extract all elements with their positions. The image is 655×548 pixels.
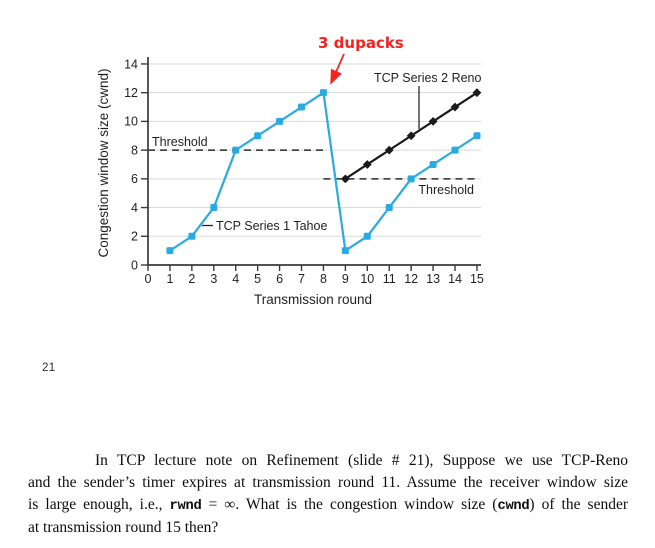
question-text-segment: at transmission round 15 then?	[28, 519, 219, 537]
tahoe-marker	[451, 146, 459, 154]
x-tick-label: 7	[298, 272, 305, 286]
x-tick-label: 11	[383, 272, 396, 286]
tahoe-marker	[298, 103, 306, 111]
tahoe-marker	[407, 175, 415, 183]
threshold-label-1: Threshold	[152, 135, 208, 149]
tahoe-marker	[232, 146, 240, 154]
tcp-cwnd-chart: 0 2 4 6 8 10 12 14 0 1 2 3 4 5 6 7 8 9 10 11 12 13 14 15 Transmi…	[96, 34, 484, 307]
tahoe-series-label: TCP Series 1 Tahoe	[216, 219, 327, 233]
reno-series-label: TCP Series 2 Reno	[374, 71, 482, 85]
tahoe-marker	[319, 89, 327, 97]
tahoe-marker	[429, 160, 437, 168]
tahoe-marker	[254, 132, 262, 140]
x-tick-label: 3	[210, 272, 217, 286]
x-tick-label: 9	[342, 272, 349, 286]
x-tick-label: 10	[360, 272, 374, 286]
question-text-segment: In TCP lecture note on Refinement (slide…	[95, 452, 628, 469]
dupacks-annotation: 3 dupacks	[318, 34, 404, 52]
tahoe-marker	[473, 132, 481, 140]
y-tick-label: 8	[131, 143, 138, 157]
tahoe-marker	[188, 232, 196, 240]
tahoe-marker	[166, 247, 174, 255]
tahoe-marker	[363, 232, 371, 240]
x-axis-title: Transmission round	[254, 292, 372, 307]
reno-marker	[340, 174, 350, 184]
y-tick-label: 0	[131, 258, 138, 272]
y-tick-label: 12	[124, 86, 138, 100]
y-tick-label: 14	[124, 57, 138, 71]
reno-marker	[428, 117, 438, 126]
reno-marker	[450, 102, 460, 112]
question-text-segment: is large enough, i.e.,	[28, 495, 170, 513]
x-tick-label: 1	[166, 272, 173, 286]
threshold-label-2: Threshold	[418, 183, 474, 197]
y-tick-label: 10	[124, 115, 138, 129]
question-line-2: and the sender’s timer expires at transm…	[28, 472, 628, 494]
x-tick-label: 8	[320, 272, 327, 286]
reno-marker	[362, 160, 372, 169]
question-text-segment: and the sender’s timer expires at transm…	[28, 473, 628, 491]
y-axis-title: Congestion window size (cwnd)	[96, 68, 111, 257]
slide-number: 21	[42, 362, 56, 374]
y-tick-label: 2	[131, 230, 138, 244]
x-tick-label: 2	[188, 272, 195, 286]
tahoe-marker	[276, 117, 284, 125]
tahoe-marker	[210, 204, 218, 212]
reno-marker	[384, 145, 394, 155]
question-text-segment: = ∞. What is the congestion window size …	[201, 495, 498, 513]
y-tick-label: 4	[131, 201, 138, 215]
y-tick-label: 6	[131, 172, 138, 186]
dupacks-arrow	[330, 53, 345, 85]
reno-marker	[406, 131, 416, 141]
inline-code: rwnd	[169, 498, 202, 514]
x-tick-label: 15	[470, 272, 484, 286]
question-paragraph: In TCP lecture note on Refinement (slide…	[28, 450, 628, 539]
tahoe-marker	[341, 247, 349, 255]
x-tick-label: 6	[276, 272, 283, 286]
question-line-1: In TCP lecture note on Refinement (slide…	[28, 450, 628, 472]
x-tick-label: 14	[448, 272, 462, 286]
x-tick-label: 5	[254, 272, 261, 286]
x-tick-label: 13	[426, 272, 440, 286]
x-tick-label: 0	[145, 272, 152, 286]
reno-marker	[472, 88, 482, 98]
question-line-4: at transmission round 15 then?	[28, 517, 628, 539]
x-tick-label: 12	[404, 272, 418, 286]
inline-code: cwnd	[497, 498, 530, 514]
question-text-segment: ) of the sender	[529, 495, 628, 513]
x-tick-label: 4	[232, 272, 239, 286]
tahoe-marker	[385, 204, 393, 212]
question-line-3: is large enough, i.e., rwnd = ∞. What is…	[28, 494, 628, 518]
